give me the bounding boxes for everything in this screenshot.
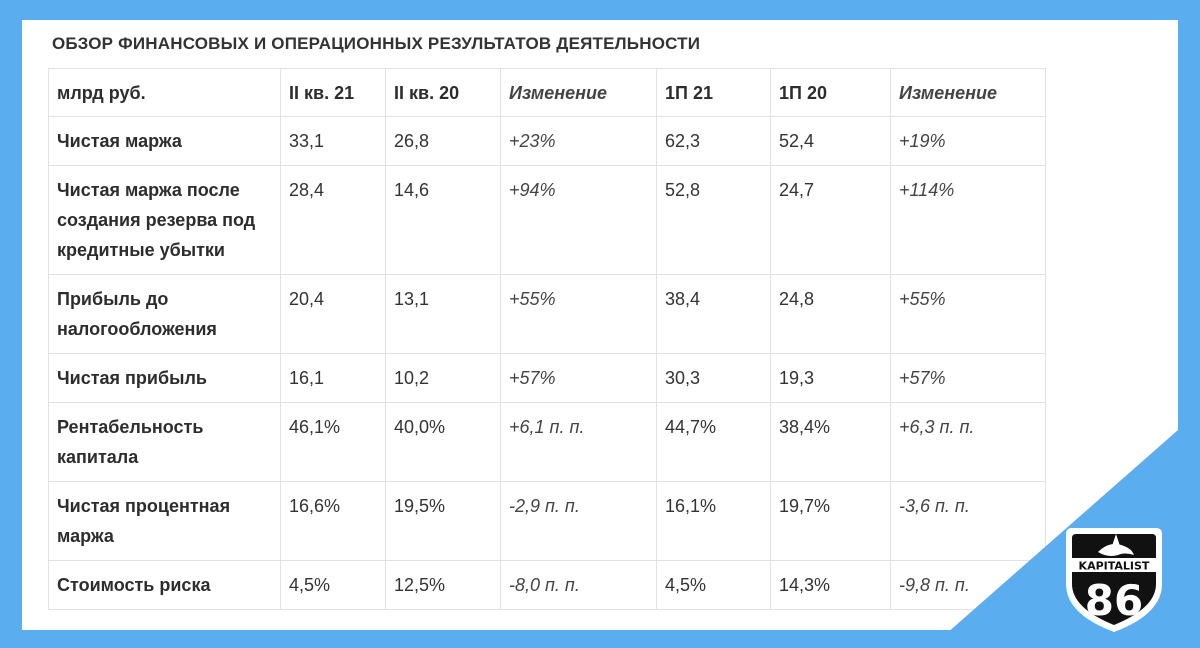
table-cell: 24,8	[770, 274, 891, 354]
table-row: Чистая маржа после создания резерва под …	[48, 165, 1046, 275]
table-cell: -3,6 п. п.	[890, 481, 1046, 561]
table-cell: 16,1%	[656, 481, 771, 561]
table-cell: +19%	[890, 116, 1046, 166]
table-cell: 24,7	[770, 165, 891, 275]
table-cell: +55%	[890, 274, 1046, 354]
table-cell: 12,5%	[385, 560, 501, 610]
table-row: Прибыль до налогообложения 20,4 13,1 +55…	[48, 274, 1046, 354]
table-cell: 4,5%	[656, 560, 771, 610]
header-cell: Изменение	[890, 68, 1046, 117]
table-cell: 4,5%	[280, 560, 386, 610]
table-cell: 62,3	[656, 116, 771, 166]
table-cell: 44,7%	[656, 402, 771, 482]
table-cell: 19,3	[770, 353, 891, 403]
row-label: Чистая маржа после создания резерва под …	[48, 165, 281, 275]
table-cell: 52,4	[770, 116, 891, 166]
header-cell: II кв. 20	[385, 68, 501, 117]
table-cell: +94%	[500, 165, 657, 275]
logo-number: 86	[1085, 576, 1143, 625]
table-cell: +6,1 п. п.	[500, 402, 657, 482]
row-label: Прибыль до налогообложения	[48, 274, 281, 354]
table-cell: 46,1%	[280, 402, 386, 482]
financial-results-table: млрд руб. II кв. 21 II кв. 20 Изменение …	[48, 68, 1046, 610]
content-panel: ОБЗОР ФИНАНСОВЫХ И ОПЕРАЦИОННЫХ РЕЗУЛЬТА…	[22, 20, 1178, 630]
kapitalist-logo: KAPITALIST 86	[1066, 528, 1162, 632]
table-cell: 19,7%	[770, 481, 891, 561]
table-cell: 16,1	[280, 353, 386, 403]
table-cell: 40,0%	[385, 402, 501, 482]
table-cell: 26,8	[385, 116, 501, 166]
header-cell: Изменение	[500, 68, 657, 117]
row-label: Стоимость риска	[48, 560, 281, 610]
table-cell: 10,2	[385, 353, 501, 403]
table-cell: 20,4	[280, 274, 386, 354]
table-cell: 52,8	[656, 165, 771, 275]
header-cell: млрд руб.	[48, 68, 281, 117]
table-cell: -8,0 п. п.	[500, 560, 657, 610]
table-cell: -2,9 п. п.	[500, 481, 657, 561]
table-cell: +114%	[890, 165, 1046, 275]
table-row: Чистая маржа 33,1 26,8 +23% 62,3 52,4 +1…	[48, 116, 1046, 166]
table-cell: 19,5%	[385, 481, 501, 561]
table-cell: 13,1	[385, 274, 501, 354]
header-cell: 1П 20	[770, 68, 891, 117]
table-row: Чистая процентная маржа 16,6% 19,5% -2,9…	[48, 481, 1046, 561]
table-cell: +6,3 п. п.	[890, 402, 1046, 482]
table-cell: +57%	[500, 353, 657, 403]
table-cell: 38,4	[656, 274, 771, 354]
header-cell: II кв. 21	[280, 68, 386, 117]
table-cell: +55%	[500, 274, 657, 354]
table-row: Стоимость риска 4,5% 12,5% -8,0 п. п. 4,…	[48, 560, 1046, 610]
table-header-row: млрд руб. II кв. 21 II кв. 20 Изменение …	[48, 68, 1046, 117]
row-label: Рентабельность капитала	[48, 402, 281, 482]
table-cell: 14,6	[385, 165, 501, 275]
table-cell: 30,3	[656, 353, 771, 403]
table-cell: 28,4	[280, 165, 386, 275]
row-label: Чистая маржа	[48, 116, 281, 166]
orca-icon	[1098, 534, 1134, 556]
logo-text: KAPITALIST	[1079, 560, 1150, 573]
table-cell: 33,1	[280, 116, 386, 166]
header-cell: 1П 21	[656, 68, 771, 117]
table-cell: +57%	[890, 353, 1046, 403]
row-label: Чистая процентная маржа	[48, 481, 281, 561]
table-cell: 38,4%	[770, 402, 891, 482]
table-cell: 14,3%	[770, 560, 891, 610]
table-cell: +23%	[500, 116, 657, 166]
table-row: Чистая прибыль 16,1 10,2 +57% 30,3 19,3 …	[48, 353, 1046, 403]
row-label: Чистая прибыль	[48, 353, 281, 403]
table-cell: 16,6%	[280, 481, 386, 561]
table-row: Рентабельность капитала 46,1% 40,0% +6,1…	[48, 402, 1046, 482]
table-cell: -9,8 п. п.	[890, 560, 1046, 610]
page-title: ОБЗОР ФИНАНСОВЫХ И ОПЕРАЦИОННЫХ РЕЗУЛЬТА…	[52, 34, 701, 53]
